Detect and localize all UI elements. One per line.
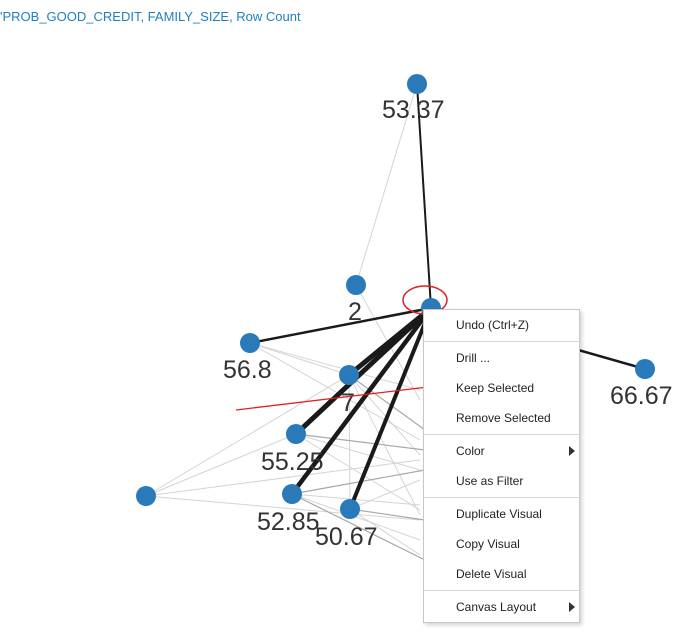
- node-label: 53.37: [382, 96, 445, 124]
- menu-item-label: Keep Selected: [456, 381, 535, 395]
- menu-item-copy-visual[interactable]: Copy Visual: [424, 529, 579, 559]
- menu-item-label: Use as Filter: [456, 474, 524, 488]
- submenu-arrow-icon: [569, 602, 575, 612]
- menu-separator: [424, 590, 579, 591]
- graph-edge: [291, 493, 421, 506]
- graph-node[interactable]: [346, 275, 366, 295]
- graph-edge: [349, 508, 426, 521]
- menu-item-color[interactable]: Color: [424, 436, 579, 466]
- node-label: 2: [348, 298, 362, 326]
- graph-node[interactable]: [286, 424, 306, 444]
- graph-node[interactable]: [635, 359, 655, 379]
- menu-item-drill[interactable]: Drill ...: [424, 343, 579, 373]
- graph-node[interactable]: [340, 499, 360, 519]
- visual-title: 'PROB_GOOD_CREDIT, FAMILY_SIZE, Row Coun…: [0, 9, 301, 24]
- graph-edge: [249, 342, 350, 376]
- graph-edge: [416, 83, 432, 309]
- menu-item-duplicate-visual[interactable]: Duplicate Visual: [424, 499, 579, 529]
- graph-edge: [295, 433, 421, 511]
- graph-edge: [349, 479, 421, 510]
- node-label: 56.8: [223, 356, 272, 384]
- node-label: 50.67: [315, 523, 378, 551]
- graph-edge: [294, 306, 433, 436]
- graph-edge: [348, 374, 421, 456]
- node-label: 55.25: [261, 448, 324, 476]
- node-label: 7: [341, 389, 355, 417]
- graph-node[interactable]: [339, 365, 359, 385]
- graph-edge: [249, 306, 432, 345]
- graph-edge: [295, 433, 421, 471]
- graph-node[interactable]: [136, 486, 156, 506]
- graph-edge: [348, 374, 351, 510]
- graph-edge: [355, 83, 418, 286]
- graph-edge: [145, 495, 421, 521]
- graph-edge: [249, 342, 421, 391]
- graph-edge: [295, 433, 426, 451]
- context-menu[interactable]: Undo (Ctrl+Z) Drill ... Keep Selected Remov…: [423, 309, 580, 623]
- menu-item-keep-selected[interactable]: Keep Selected: [424, 373, 579, 403]
- annotation-arrow: [235, 385, 437, 411]
- menu-item-label: Canvas Layout: [456, 600, 537, 614]
- node-label: 52.85: [257, 508, 320, 536]
- menu-separator: [424, 497, 579, 498]
- menu-item-canvas-layout[interactable]: Canvas Layout: [424, 592, 579, 622]
- menu-item-label: Copy Visual: [456, 537, 520, 551]
- graph-edge: [145, 374, 350, 497]
- menu-item-label: Duplicate Visual: [456, 507, 542, 521]
- menu-item-remove-selected[interactable]: Remove Selected: [424, 403, 579, 433]
- graph-node[interactable]: [240, 333, 260, 353]
- graph-node[interactable]: [282, 484, 302, 504]
- graph-edge: [249, 342, 421, 441]
- node-label: 66.67: [610, 382, 673, 410]
- menu-separator: [424, 341, 579, 342]
- menu-item-delete-visual[interactable]: Delete Visual: [424, 559, 579, 589]
- menu-item-label: Remove Selected: [456, 411, 551, 425]
- menu-item-label: Color: [456, 444, 485, 458]
- menu-item-label: Delete Visual: [456, 567, 527, 581]
- graph-edge: [291, 469, 426, 495]
- graph-edge: [145, 459, 421, 497]
- graph-edge: [348, 307, 433, 510]
- menu-item-undo-ctrl-z[interactable]: Undo (Ctrl+Z): [424, 310, 579, 340]
- graph-edge: [348, 374, 426, 431]
- graph-edge: [290, 306, 433, 496]
- menu-item-label: Undo (Ctrl+Z): [456, 318, 530, 332]
- graph-edge: [145, 433, 297, 497]
- menu-separator: [424, 434, 579, 435]
- submenu-arrow-icon: [569, 446, 575, 456]
- graph-edge: [349, 508, 421, 556]
- graph-edge: [291, 493, 426, 561]
- menu-item-use-as-filter[interactable]: Use as Filter: [424, 466, 579, 496]
- menu-item-label: Drill ...: [456, 351, 490, 365]
- graph-node[interactable]: [407, 74, 427, 94]
